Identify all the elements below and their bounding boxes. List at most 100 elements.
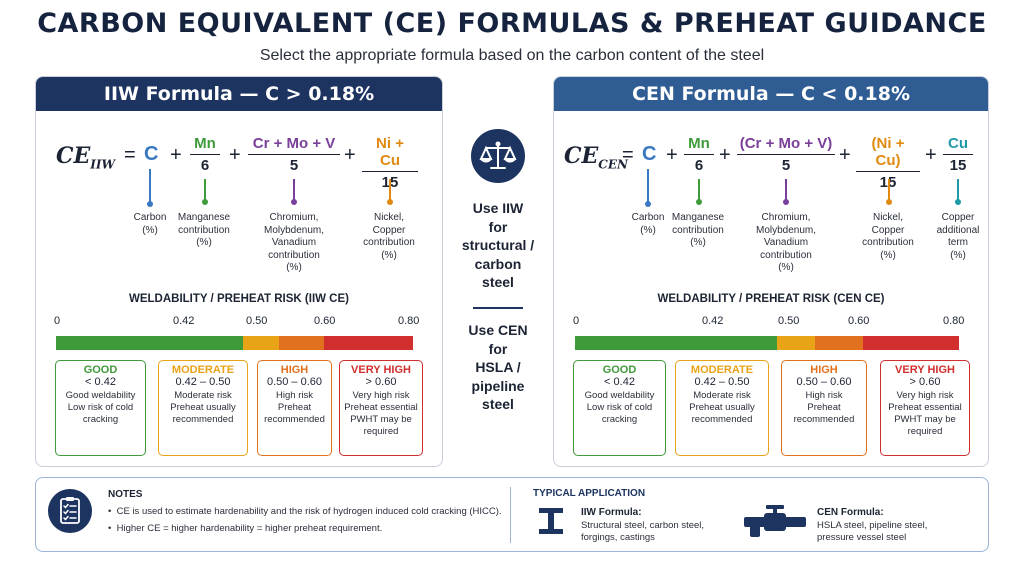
- use-cen-line: HSLA /: [475, 359, 521, 375]
- risk-bar-segment-very-high: [323, 336, 413, 350]
- iiw-level-high-desc: High risk Preheat recommended: [264, 390, 325, 425]
- iiw-plus: +: [170, 144, 182, 166]
- cen-level-good-desc: Good weldability Low risk of cold cracki…: [584, 390, 655, 425]
- cen-level-good-name: GOOD: [602, 364, 637, 376]
- cen-term-mn: Mn 6: [684, 135, 714, 174]
- cen-level-moderate-range: 0.42 – 0.50: [694, 376, 750, 388]
- i-beam-icon: [537, 506, 565, 536]
- iiw-term-mn: Mn 6: [190, 135, 220, 174]
- iiw-carbon-dot: [147, 201, 153, 207]
- iiw-term-mn-den: 6: [200, 157, 210, 174]
- iiw-risk-title: WELDABILITY / PREHEAT RISK (IIW CE): [129, 293, 349, 305]
- cen-level-moderate-desc: Moderate risk Preheat usually recommende…: [689, 390, 755, 425]
- risk-bar-segment-high: [279, 336, 324, 350]
- iiw-tick: 0.42: [173, 315, 195, 327]
- iiw-tick: 0: [54, 315, 61, 327]
- app-iiw-desc: Structural steel, carbon steel, forgings…: [581, 520, 705, 543]
- cen-caption-carbon: Carbon (%): [631, 212, 665, 236]
- iiw-crmov-dot: [291, 199, 297, 205]
- cen-term-crmov-den: 5: [781, 157, 791, 174]
- cen-level-very-high-name: VERY HIGH: [895, 364, 955, 376]
- iiw-level-high-range: 0.50 – 0.60: [266, 376, 323, 388]
- use-cen-line: Use CEN: [468, 322, 528, 338]
- use-iiw-guidance: Use IIW for structural / carbon steel: [448, 199, 548, 292]
- cen-term-crmov-num: (Cr + Mo + V): [737, 135, 835, 155]
- cen-term-crmov: (Cr + Mo + V) 5: [737, 135, 835, 174]
- pipeline-valve-icon: [742, 505, 808, 539]
- risk-bar-segment-good: [56, 336, 244, 350]
- cen-tick: 0: [573, 315, 580, 327]
- iiw-lhs: CEIIW: [56, 143, 115, 171]
- iiw-level-good-range: < 0.42: [85, 376, 116, 388]
- cen-crmov-pointer: [785, 179, 787, 203]
- cen-lhs: CECEN: [564, 143, 628, 171]
- iiw-caption-crmov: Chromium, Molybdenum, Vanadium contribut…: [263, 212, 325, 273]
- cen-panel-heading: CEN Formula — C < 0.18%: [554, 77, 988, 111]
- cen-risk-title: WELDABILITY / PREHEAT RISK (CEN CE): [657, 293, 885, 305]
- cen-panel: CEN Formula — C < 0.18% CECEN = C + Mn 6…: [553, 76, 989, 467]
- cen-level-good-range: < 0.42: [604, 376, 635, 388]
- cen-tick: 0.50: [778, 315, 800, 327]
- iiw-term-nicu: Ni + Cu 15: [362, 135, 418, 191]
- cen-level-very-high-range: > 0.60: [909, 376, 941, 388]
- cen-lhs-sub: CEN: [598, 157, 628, 172]
- notes-panel: [35, 477, 989, 552]
- cen-term-cu-den: 15: [949, 157, 967, 174]
- notes-divider: [510, 487, 511, 543]
- cen-carbon-dot: [645, 201, 651, 207]
- page-title: CARBON EQUIVALENT (CE) FORMULAS & PREHEA…: [37, 8, 987, 39]
- iiw-equals: =: [124, 144, 136, 166]
- use-iiw-line: for: [488, 218, 508, 235]
- iiw-level-very-high-desc: Very high risk Preheat essential PWHT ma…: [344, 390, 418, 437]
- iiw-level-moderate-desc: Moderate risk Preheat usually recommende…: [170, 390, 236, 425]
- note-item-text: Higher CE = higher hardenability = highe…: [116, 523, 383, 534]
- cen-nicu-pointer: [888, 179, 890, 203]
- cen-mn-dot: [696, 199, 702, 205]
- cen-tick: 0.42: [702, 315, 724, 327]
- use-iiw-line: steel: [482, 274, 514, 290]
- typical-application-title: TYPICAL APPLICATION: [533, 488, 646, 499]
- cen-lhs-main: CE: [564, 143, 599, 169]
- cen-level-high-name: HIGH: [810, 364, 838, 376]
- iiw-nicu-pointer: [389, 179, 391, 203]
- cen-term-carbon: C: [642, 143, 657, 165]
- cen-equals: =: [622, 144, 634, 166]
- iiw-tick: 0.50: [246, 315, 268, 327]
- notes-title: NOTES: [108, 489, 143, 500]
- cen-tick: 0.80: [943, 315, 965, 327]
- cen-term-mn-den: 6: [694, 157, 704, 174]
- iiw-nicu-dot: [387, 199, 393, 205]
- app-cen-desc: HSLA steel, pipeline steel, pressure ves…: [817, 520, 928, 543]
- iiw-carbon-pointer: [149, 169, 151, 205]
- cen-level-good: GOOD < 0.42 Good weldability Low risk of…: [573, 360, 666, 456]
- cen-plus: +: [666, 144, 678, 166]
- cen-level-moderate-name: MODERATE: [690, 364, 754, 376]
- iiw-lhs-sub: IIW: [90, 157, 115, 172]
- risk-bar-segment-moderate: [243, 336, 280, 350]
- cen-caption-nicu: Nickel, Copper contribution (%): [862, 212, 914, 261]
- risk-bar-segment-good: [575, 336, 777, 350]
- iiw-crmov-pointer: [293, 179, 295, 203]
- iiw-term-crmov-num: Cr + Mo + V: [248, 135, 340, 155]
- use-iiw-line: carbon: [474, 255, 522, 272]
- iiw-level-high: HIGH 0.50 – 0.60 High risk Preheat recom…: [257, 360, 332, 456]
- iiw-mn-pointer: [204, 179, 206, 203]
- iiw-level-good-desc: Good weldability Low risk of cold cracki…: [65, 390, 136, 425]
- cen-level-high-range: 0.50 – 0.60: [796, 376, 852, 388]
- cen-level-moderate: MODERATE 0.42 – 0.50 Moderate risk Prehe…: [675, 360, 769, 456]
- note-item-text: CE is used to estimate hardenability and…: [116, 506, 502, 517]
- middle-divider: [473, 307, 523, 309]
- cen-caption-crmov: Chromium, Molybdenum, Vanadium contribut…: [755, 212, 817, 273]
- cen-cu-pointer: [957, 179, 959, 203]
- cen-term-nicu-num: (Ni + Cu): [856, 135, 920, 172]
- app-iiw-heading: IIW Formula:: [581, 507, 642, 518]
- iiw-level-very-high: VERY HIGH > 0.60 Very high risk Preheat …: [339, 360, 423, 456]
- use-cen-line: steel: [482, 396, 514, 412]
- clipboard-checklist-icon: [48, 489, 92, 533]
- iiw-lhs-main: CE: [56, 143, 91, 169]
- cen-caption-mn: Manganese contribution (%): [671, 212, 725, 248]
- iiw-panel-heading: IIW Formula — C > 0.18%: [36, 77, 442, 111]
- cen-plus: +: [839, 144, 851, 166]
- cen-carbon-pointer: [647, 169, 649, 205]
- use-iiw-line: structural /: [461, 237, 535, 253]
